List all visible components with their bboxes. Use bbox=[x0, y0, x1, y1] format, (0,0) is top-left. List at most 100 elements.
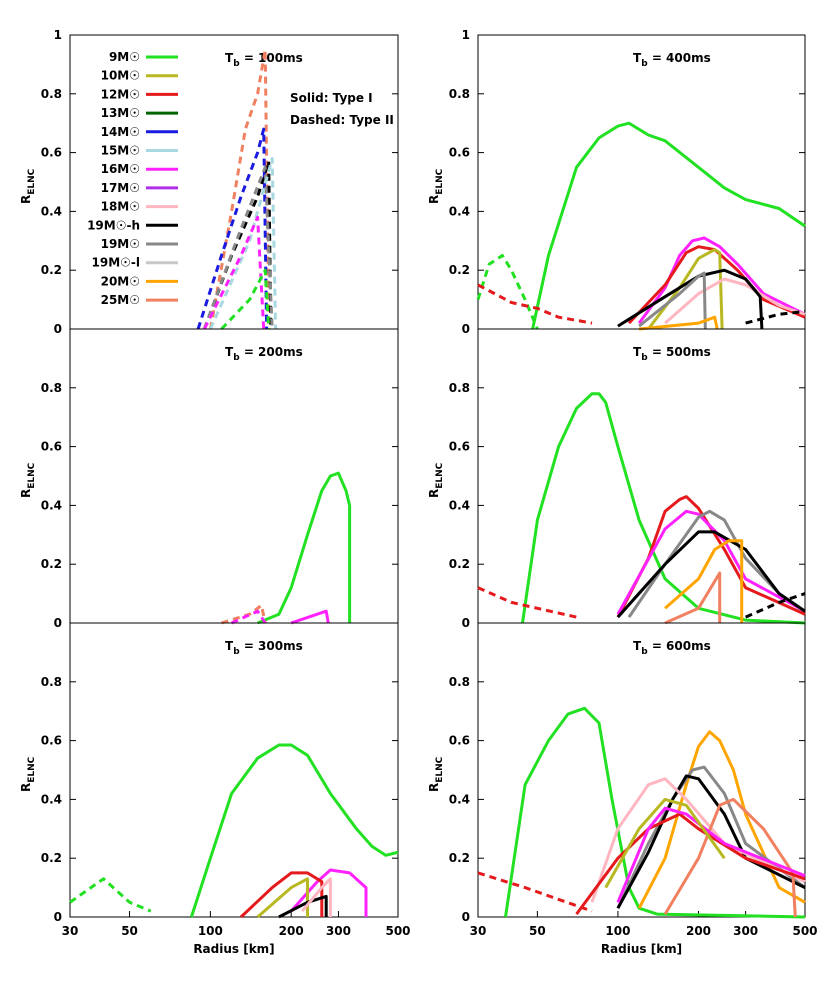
y-tick-label: 0.6 bbox=[41, 146, 62, 160]
y-tick-label: 0.4 bbox=[41, 204, 62, 218]
series-line bbox=[663, 797, 797, 918]
y-axis-label-main: R bbox=[427, 489, 441, 498]
y-tick-label: 0.8 bbox=[449, 675, 470, 689]
series-line bbox=[477, 283, 593, 325]
panel-label-main: T bbox=[633, 345, 642, 359]
series-line bbox=[290, 868, 368, 917]
y-axis-label: RELNC bbox=[19, 756, 37, 792]
y-tick-label: 0.2 bbox=[41, 851, 62, 865]
series-line bbox=[230, 609, 267, 625]
y-axis-label-sub: ELNC bbox=[27, 168, 37, 194]
series-line bbox=[647, 248, 724, 330]
y-tick-label: 0.8 bbox=[449, 381, 470, 395]
x-tick-label: 500 bbox=[792, 924, 817, 938]
y-tick-label: 0 bbox=[54, 616, 62, 630]
x-tick-label: 50 bbox=[529, 924, 546, 938]
x-tick-label: 100 bbox=[198, 924, 223, 938]
x-tick-label: 200 bbox=[279, 924, 304, 938]
panel-label: Tb = 200ms bbox=[225, 345, 303, 363]
series-line bbox=[477, 586, 577, 619]
panel-label-main: T bbox=[225, 345, 234, 359]
series-line bbox=[638, 315, 719, 331]
series-line bbox=[604, 797, 726, 889]
y-axis-label-sub: ELNC bbox=[27, 756, 37, 782]
x-tick-label: 50 bbox=[121, 924, 138, 938]
panel-label-main: T bbox=[633, 51, 642, 65]
legend-label: 25M☉ bbox=[101, 293, 140, 307]
x-axis-label: Radius [km] bbox=[193, 942, 274, 956]
y-tick-label: 0.4 bbox=[41, 498, 62, 512]
series-line bbox=[575, 812, 806, 915]
series-line bbox=[616, 765, 806, 909]
x-axis-label: Radius [km] bbox=[601, 942, 682, 956]
series-line bbox=[69, 877, 152, 913]
y-axis-label-main: R bbox=[19, 489, 33, 498]
panel-label-rest: = 100ms bbox=[240, 51, 303, 65]
y-tick-label: 0 bbox=[462, 322, 470, 336]
y-tick-label: 0.6 bbox=[449, 440, 470, 454]
x-tick-label: 30 bbox=[470, 924, 487, 938]
panel-label-rest: = 500ms bbox=[648, 345, 711, 359]
series-line bbox=[664, 539, 744, 623]
y-tick-label: 0.6 bbox=[41, 440, 62, 454]
panel-label-sub: b bbox=[641, 59, 648, 69]
panel-label: Tb = 100ms bbox=[225, 51, 303, 69]
y-tick-label: 0.8 bbox=[449, 87, 470, 101]
y-axis-label-main: R bbox=[19, 783, 33, 792]
series-line bbox=[504, 706, 806, 919]
series-line bbox=[196, 127, 269, 330]
y-axis-label-sub: ELNC bbox=[435, 168, 445, 194]
y-axis-label: RELNC bbox=[427, 756, 445, 792]
y-tick-label: 1 bbox=[54, 28, 62, 42]
y-tick-label: 0.4 bbox=[41, 792, 62, 806]
y-tick-label: 0 bbox=[462, 616, 470, 630]
panel-label-sub: b bbox=[233, 647, 240, 657]
y-tick-label: 0.8 bbox=[41, 675, 62, 689]
y-axis-label-main: R bbox=[19, 195, 33, 204]
y-tick-label: 1 bbox=[462, 28, 470, 42]
series-line bbox=[301, 877, 332, 917]
panel-label-rest: = 400ms bbox=[648, 51, 711, 65]
legend-label: 10M☉ bbox=[101, 69, 140, 83]
y-axis-label: RELNC bbox=[19, 462, 37, 498]
legend-label: 12M☉ bbox=[101, 87, 140, 101]
series-line bbox=[256, 877, 309, 919]
y-tick-label: 0.6 bbox=[41, 734, 62, 748]
legend-label: 13M☉ bbox=[101, 106, 140, 120]
y-axis-label: RELNC bbox=[427, 168, 445, 204]
panel-label-sub: b bbox=[641, 353, 648, 363]
panel-frame bbox=[477, 622, 806, 918]
series-line bbox=[616, 509, 806, 615]
panel-label-main: T bbox=[225, 639, 234, 653]
x-tick-label: 300 bbox=[326, 924, 351, 938]
y-tick-label: 0.8 bbox=[41, 87, 62, 101]
legend-label: 19M☉ bbox=[101, 237, 140, 251]
panel-label-main: T bbox=[633, 639, 642, 653]
note: Dashed: Type II bbox=[290, 113, 394, 127]
y-tick-label: 0.6 bbox=[449, 734, 470, 748]
series-line bbox=[744, 592, 806, 619]
y-axis-label: RELNC bbox=[19, 168, 37, 204]
y-tick-label: 0.6 bbox=[449, 146, 470, 160]
panel-label-sub: b bbox=[233, 59, 240, 69]
series-line bbox=[203, 215, 266, 330]
x-tick-label: 100 bbox=[605, 924, 630, 938]
y-tick-label: 0.2 bbox=[449, 851, 470, 865]
series-line bbox=[202, 165, 274, 330]
legend-label: 19M☉-l bbox=[92, 256, 141, 270]
legend-label: 15M☉ bbox=[101, 144, 140, 158]
panel-label-rest: = 300ms bbox=[240, 639, 303, 653]
y-tick-label: 0 bbox=[54, 322, 62, 336]
series-line bbox=[637, 730, 806, 909]
panel-label-main: T bbox=[225, 51, 234, 65]
series-line bbox=[257, 471, 352, 625]
y-tick-label: 0.4 bbox=[449, 792, 470, 806]
legend-label: 19M☉-h bbox=[87, 218, 140, 232]
series-line bbox=[221, 603, 267, 625]
panel-label-rest: = 200ms bbox=[240, 345, 303, 359]
series-line bbox=[745, 309, 806, 325]
series-line bbox=[664, 571, 722, 625]
x-tick-label: 500 bbox=[385, 924, 410, 938]
series-line bbox=[616, 530, 806, 619]
